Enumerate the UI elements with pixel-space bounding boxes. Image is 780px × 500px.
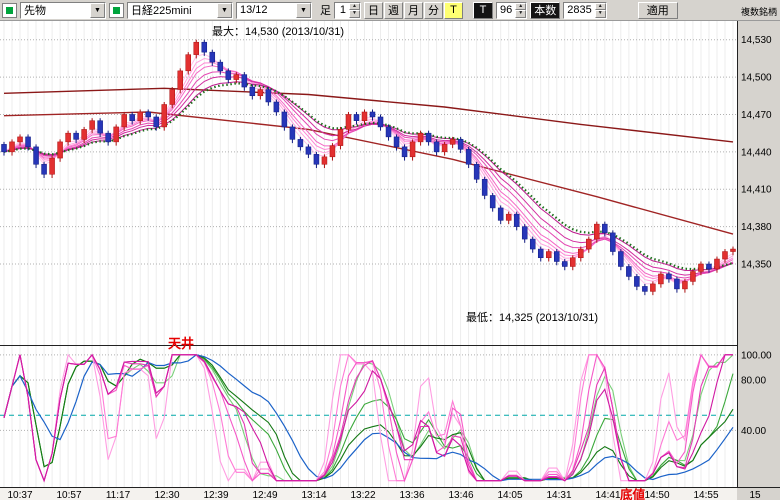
down-arrow-icon[interactable]: ▼ [349,10,360,18]
sub-indicator-lines [3,353,734,483]
price-axis-labels: 14,530 14,500 14,470 14,440 14,410 14,380 14,3… [741,35,772,270]
interval-value: 1 [339,4,346,16]
t-mode-button[interactable]: T [473,1,493,19]
bars-value-stepper[interactable]: 2835 ▲ ▼ [563,1,607,19]
contract-month-select[interactable]: 13/12 ▼ [236,1,312,19]
svg-text:14:31: 14:31 [546,490,571,500]
tick-toggle-button[interactable]: T [444,1,463,19]
svg-text:100.00: 100.00 [741,350,772,361]
svg-text:14,410: 14,410 [741,185,772,196]
svg-text:14:05: 14:05 [497,490,522,500]
svg-text:12:49: 12:49 [252,490,277,500]
svg-text:14,440: 14,440 [741,147,772,158]
time-axis-labels: 10:37 10:57 11:17 12:30 12:39 12:49 13:14 13:22… [7,490,761,500]
svg-text:80.00: 80.00 [741,375,766,386]
green-square-icon [6,6,13,14]
chevron-down-icon[interactable]: ▼ [90,2,105,18]
chevron-down-icon[interactable]: ▼ [217,2,232,18]
svg-text:13:22: 13:22 [350,490,375,500]
min-price-annotation: 最低：14,325 (2013/10/31) [466,312,599,324]
bars-value: 2835 [567,4,592,16]
svg-text:13:36: 13:36 [399,490,424,500]
tick-count-value: 96 [500,4,513,16]
category-select-value: 先物 [24,5,46,17]
minute-button[interactable]: 分 [424,1,443,19]
instrument-select[interactable]: 日経225mini ▼ [127,1,233,19]
instrument-icon-button[interactable] [109,2,124,18]
instrument-select-value: 日経225mini [131,5,192,17]
svg-text:11:17: 11:17 [106,490,131,500]
category-select[interactable]: 先物 ▼ [20,1,106,19]
tick-count-stepper[interactable]: 96 ▲ ▼ [496,1,528,19]
chevron-down-icon[interactable]: ▼ [296,2,311,18]
bar-type-label: 足 [320,5,331,17]
svg-text:14:41: 14:41 [595,490,620,500]
up-arrow-icon[interactable]: ▲ [515,2,527,10]
contract-month-value: 13/12 [240,4,268,16]
max-price-annotation: 最大：14,530 (2013/10/31) [212,26,345,38]
daily-button[interactable]: 日 [364,1,383,19]
svg-text:14,470: 14,470 [741,110,772,121]
up-arrow-icon[interactable]: ▲ [594,2,606,10]
green-square-icon [113,6,120,14]
svg-text:14:50: 14:50 [644,490,669,500]
down-arrow-icon[interactable]: ▼ [594,10,606,18]
sub-axis-labels: 100.00 80.00 40.00 [741,350,772,437]
bottom-label: 底値 [620,488,646,500]
ceiling-label: 天井 [168,336,195,351]
apply-button[interactable]: 適用 [637,1,678,19]
weekly-button[interactable]: 週 [384,1,403,19]
svg-text:12:39: 12:39 [203,490,228,500]
interval-stepper[interactable]: 1 ▲ ▼ [334,1,361,19]
svg-text:12:30: 12:30 [154,490,179,500]
candles [1,39,736,296]
svg-text:14,500: 14,500 [741,73,772,84]
svg-text:14:55: 14:55 [693,490,718,500]
svg-text:14,350: 14,350 [741,260,772,271]
down-arrow-icon[interactable]: ▼ [515,10,527,18]
svg-text:14,530: 14,530 [741,35,772,46]
period-button-group: 日 週 月 分 T [364,1,463,19]
toolbar: 先物 ▼ 日経225mini ▼ 13/12 ▼ 足 1 ▲ ▼ 日 週 月 分 … [0,0,780,21]
svg-text:10:57: 10:57 [56,490,81,500]
svg-text:10:37: 10:37 [7,490,32,500]
svg-text:15: 15 [749,490,761,500]
bars-count-button[interactable]: 本数 [530,1,561,19]
svg-text:13:14: 13:14 [301,490,326,500]
up-arrow-icon[interactable]: ▲ [349,2,360,10]
stepper-arrows[interactable]: ▲ ▼ [515,2,527,18]
stepper-arrows[interactable]: ▲ ▼ [594,2,606,18]
multi-symbol-link[interactable]: 複数銘柄 [740,7,777,17]
category-icon-button[interactable] [2,2,17,18]
stepper-arrows[interactable]: ▲ ▼ [349,2,360,18]
svg-text:14,380: 14,380 [741,222,772,233]
monthly-button[interactable]: 月 [404,1,423,19]
svg-text:40.00: 40.00 [741,426,766,437]
svg-text:13:46: 13:46 [448,490,473,500]
